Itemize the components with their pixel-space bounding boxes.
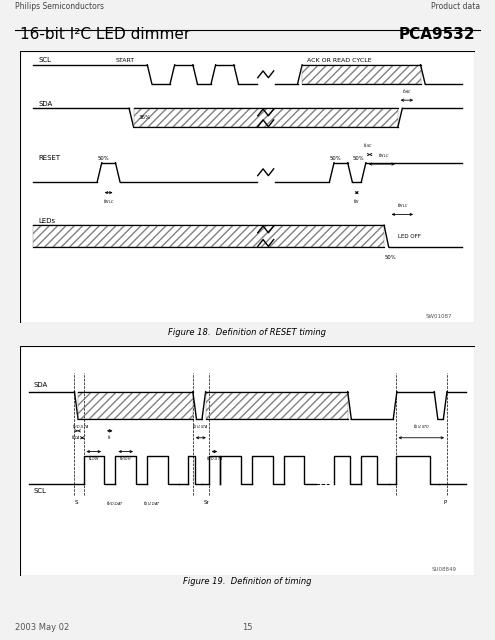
Text: $t_{SU;STA}$: $t_{SU;STA}$ — [193, 422, 209, 431]
Text: SCL: SCL — [38, 58, 51, 63]
Text: LED OFF: LED OFF — [398, 234, 421, 239]
Text: $t_{rSC}$: $t_{rSC}$ — [363, 141, 373, 150]
Text: RESET: RESET — [38, 156, 60, 161]
Text: 2003 May 02: 2003 May 02 — [15, 623, 69, 632]
Text: $t_{HD;STA}$: $t_{HD;STA}$ — [72, 422, 90, 431]
Text: $t_{fDA}$: $t_{fDA}$ — [71, 433, 81, 442]
Text: LEDs: LEDs — [38, 218, 55, 224]
Text: 50%: 50% — [352, 156, 364, 161]
Text: 36%: 36% — [138, 115, 150, 120]
Text: $t_{WLC}$: $t_{WLC}$ — [378, 151, 390, 160]
Text: 15: 15 — [242, 623, 253, 632]
Text: $t_{LOW}$: $t_{LOW}$ — [88, 454, 100, 463]
Text: SW01087: SW01087 — [426, 314, 452, 319]
Text: 50%: 50% — [384, 255, 396, 260]
Text: Figure 19.  Definition of timing: Figure 19. Definition of timing — [183, 577, 312, 586]
Text: $t_{WLC}$: $t_{WLC}$ — [103, 196, 114, 205]
Text: Product data: Product data — [431, 2, 480, 11]
Text: 50%: 50% — [330, 156, 341, 161]
Text: SDA: SDA — [38, 101, 52, 107]
Text: $t_{HIGH}$: $t_{HIGH}$ — [119, 454, 132, 463]
Text: $t_W$: $t_W$ — [353, 196, 360, 205]
Text: $t_{HD;STA}$: $t_{HD;STA}$ — [206, 455, 223, 463]
Text: PCA9532: PCA9532 — [398, 27, 475, 42]
Text: S: S — [75, 500, 78, 505]
Text: ACK OR READ CYCLE: ACK OR READ CYCLE — [307, 58, 371, 63]
Text: $t_r$: $t_r$ — [107, 433, 112, 442]
Text: $t_{rSC}$: $t_{rSC}$ — [401, 87, 412, 96]
Text: Sr: Sr — [203, 500, 209, 505]
Text: $t_{WLC}$: $t_{WLC}$ — [396, 202, 408, 211]
Text: P: P — [444, 500, 447, 505]
Text: $t_{HD;DAT}$: $t_{HD;DAT}$ — [106, 500, 125, 508]
Text: START: START — [115, 58, 135, 63]
Text: 16-bit I²C LED dimmer: 16-bit I²C LED dimmer — [20, 27, 190, 42]
Text: Figure 18.  Definition of RESET timing: Figure 18. Definition of RESET timing — [168, 328, 327, 337]
Text: Philips Semiconductors: Philips Semiconductors — [15, 2, 104, 11]
Text: SCL: SCL — [34, 488, 47, 495]
Text: SDA: SDA — [34, 382, 48, 388]
Text: SU08849: SU08849 — [432, 568, 457, 572]
Text: 50%: 50% — [97, 156, 109, 161]
Text: $t_{SU;STO}$: $t_{SU;STO}$ — [413, 422, 430, 431]
Text: $t_{SU;DAT}$: $t_{SU;DAT}$ — [143, 500, 161, 508]
